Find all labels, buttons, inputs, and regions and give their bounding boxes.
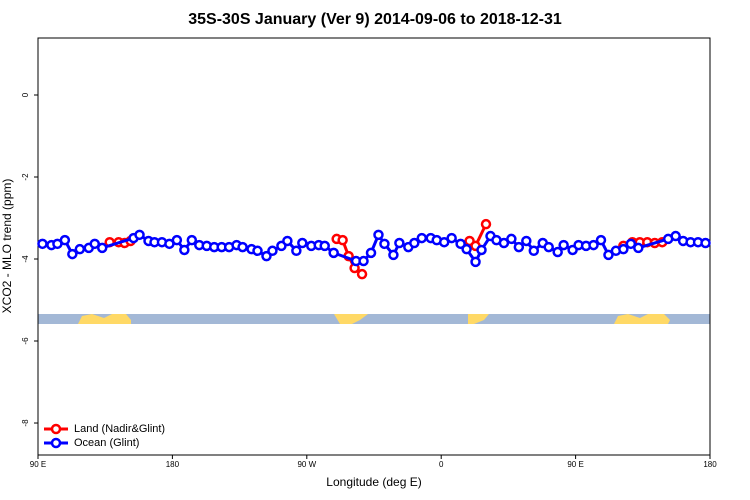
ocean-band — [38, 314, 710, 324]
point — [252, 245, 263, 257]
point — [446, 232, 457, 244]
point — [59, 234, 71, 246]
y-tick-label: -6 — [21, 337, 30, 345]
point — [394, 237, 405, 249]
y-tick-label: -8 — [21, 419, 30, 427]
point — [498, 237, 510, 249]
point — [297, 237, 308, 249]
point — [282, 235, 293, 247]
y-tick-label: -4 — [21, 255, 30, 263]
legend-marker — [50, 423, 62, 435]
point — [67, 248, 78, 260]
point — [670, 230, 681, 242]
x-tick-label: 180 — [703, 460, 717, 469]
point — [379, 238, 390, 250]
point — [506, 233, 517, 245]
point — [528, 245, 540, 257]
point — [388, 249, 399, 261]
point — [521, 235, 532, 247]
point — [461, 243, 472, 255]
point — [480, 218, 492, 230]
point — [438, 236, 450, 248]
point — [618, 243, 629, 255]
x-tick-label: 0 — [439, 460, 444, 469]
y-axis-label: XCO2 - MLO trend (ppm) — [0, 179, 14, 314]
y-tick-label: -2 — [21, 173, 30, 181]
point — [543, 241, 554, 253]
chart-title: 35S-30S January (Ver 9) 2014-09-06 to 20… — [188, 11, 562, 28]
x-tick-label: 90 E — [30, 460, 46, 469]
legend-label: Ocean (Glint) — [74, 437, 139, 449]
point — [513, 241, 525, 253]
land-shape — [334, 314, 368, 324]
legend-marker — [50, 437, 62, 449]
point — [476, 244, 487, 256]
point — [603, 249, 614, 261]
x-tick-label: 90 W — [297, 460, 316, 469]
point — [179, 244, 190, 256]
point — [267, 245, 278, 257]
point — [633, 242, 644, 254]
point — [291, 245, 302, 257]
point — [552, 246, 563, 258]
point — [409, 237, 420, 249]
point — [595, 234, 607, 246]
point — [328, 247, 339, 259]
y-tick-label: 0 — [21, 92, 30, 97]
land-shape — [614, 314, 670, 324]
point — [96, 242, 108, 254]
point — [365, 247, 377, 259]
point — [319, 240, 330, 252]
point — [134, 229, 145, 241]
point — [588, 239, 599, 251]
point — [237, 241, 248, 253]
point — [625, 238, 637, 250]
x-tick-label: 90 E — [567, 460, 583, 469]
point — [74, 243, 86, 255]
land-strip — [38, 314, 710, 324]
point — [337, 234, 348, 246]
point — [700, 237, 711, 249]
point — [373, 229, 384, 241]
x-axis-label: Longitude (deg E) — [326, 475, 421, 489]
land-shape — [78, 314, 131, 324]
point — [358, 255, 369, 267]
point — [89, 238, 100, 250]
point — [171, 234, 183, 246]
land-shape — [468, 314, 489, 324]
legend-label: Land (Nadir&Glint) — [74, 423, 165, 435]
point — [558, 239, 569, 251]
point — [356, 268, 368, 280]
point — [416, 232, 428, 244]
x-tick-label: 180 — [166, 460, 180, 469]
point — [186, 234, 198, 246]
point — [37, 238, 48, 250]
point — [470, 256, 481, 268]
